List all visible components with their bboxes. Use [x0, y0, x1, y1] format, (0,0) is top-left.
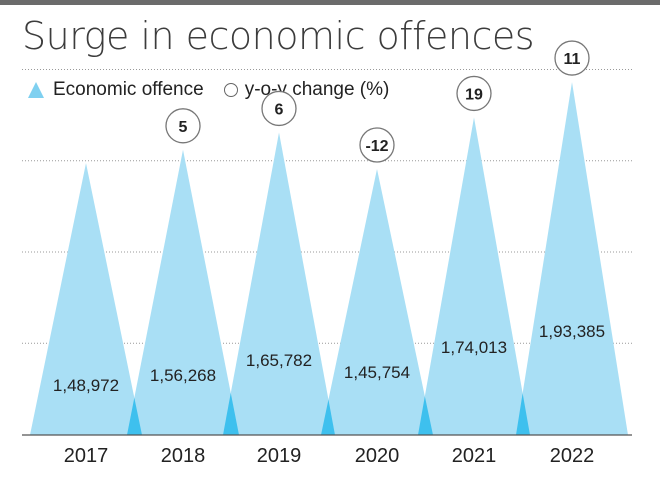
x-tick-label-2018: 2018	[161, 445, 206, 467]
value-label-2017: 1,48,972	[53, 376, 119, 395]
yoy-circle-2019	[261, 90, 297, 127]
x-tick-label-2019: 2019	[257, 445, 302, 467]
triangle-2022	[516, 82, 628, 435]
x-tick-label-2022: 2022	[550, 445, 595, 467]
overlap-region	[418, 396, 433, 435]
yoy-label-2019: 6	[275, 101, 284, 118]
value-label-2019: 1,65,782	[246, 351, 312, 370]
x-tick-label-2021: 2021	[452, 445, 497, 467]
overlap-region	[516, 393, 530, 435]
yoy-circle-2022	[554, 40, 590, 76]
legend-series-label: Economic offence	[53, 79, 204, 100]
yoy-circle-2020	[359, 127, 395, 163]
triangle-2018	[127, 149, 239, 435]
yoy-label-2018: 5	[179, 119, 188, 136]
yoy-circle-2018	[165, 108, 201, 144]
top-bar	[0, 0, 660, 5]
triangle-2019	[223, 132, 335, 435]
legend-circle-icon	[223, 83, 238, 97]
value-label-2022: 1,93,385	[539, 322, 605, 341]
overlap-region	[223, 393, 239, 435]
x-tick-label-2020: 2020	[355, 445, 400, 467]
triangle-2020	[321, 168, 433, 435]
legend-triangle-icon	[28, 82, 44, 98]
overlap-region	[321, 399, 335, 435]
value-label-2020: 1,45,754	[344, 363, 410, 382]
overlap-region	[127, 397, 142, 435]
yoy-label-2022: 11	[564, 51, 581, 68]
value-label-2018: 1,56,268	[150, 366, 216, 385]
value-label-2021: 1,74,013	[441, 338, 507, 357]
triangle-2021	[418, 117, 530, 436]
yoy-label-2021: 19	[465, 86, 483, 103]
triangle-2017	[30, 163, 142, 435]
yoy-circle-2021	[456, 75, 492, 112]
x-tick-label-2017: 2017	[64, 445, 109, 467]
yoy-label-2020: -12	[365, 138, 388, 155]
chart-title: Surge in economic offences	[22, 14, 535, 58]
